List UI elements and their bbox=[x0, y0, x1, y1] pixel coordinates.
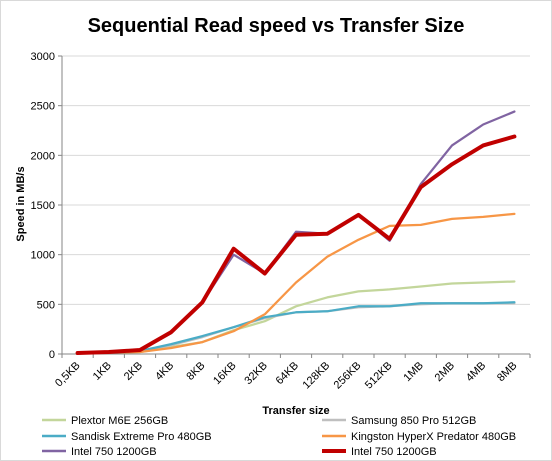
series-lines bbox=[75, 110, 517, 355]
y-tick-label: 1500 bbox=[31, 200, 55, 212]
x-tick-label: 1MB bbox=[401, 360, 425, 384]
legend: Plextor M6E 256GB Samsung 850 Pro 512GB Sa… bbox=[42, 415, 516, 458]
y-tick-label: 3000 bbox=[31, 51, 55, 63]
x-tick-labels: 0,5KB 1KB 2KB 4KB 8KB 16KB 32KB 64KB 128KB 256KB 5… bbox=[53, 354, 531, 392]
x-tick-label: 1KB bbox=[91, 360, 114, 383]
legend-label: Plextor M6E 256GB bbox=[71, 415, 168, 427]
x-tick-label: 8MB bbox=[495, 360, 519, 384]
series-line-2 bbox=[76, 302, 516, 355]
y-tick-label: 2500 bbox=[31, 101, 55, 113]
x-axis-title: Transfer size bbox=[262, 405, 329, 417]
x-tick-label: 16KB bbox=[211, 360, 239, 388]
y-axis-title: Speed in MB/s bbox=[15, 166, 27, 241]
series-line-5 bbox=[76, 110, 516, 355]
x-tick-label: 2MB bbox=[433, 360, 457, 384]
y-tick-label: 0 bbox=[49, 349, 55, 361]
y-tick-label: 500 bbox=[37, 299, 55, 311]
x-tick-label: 256KB bbox=[332, 360, 364, 392]
x-tick-label: 512KB bbox=[363, 360, 395, 392]
x-tick-label: 32KB bbox=[242, 360, 270, 388]
x-tick-label: 8KB bbox=[184, 360, 207, 383]
series-line-1 bbox=[76, 280, 516, 355]
series-line-3 bbox=[76, 301, 516, 355]
x-tick-label: 4KB bbox=[153, 360, 176, 383]
legend-label: Samsung 850 Pro 512GB bbox=[351, 415, 476, 427]
chart-title: Sequential Read speed vs Transfer Size bbox=[88, 15, 465, 37]
legend-label: Kingston HyperX Predator 480GB bbox=[351, 431, 516, 443]
y-tick-labels: 0 500 1000 1500 2000 2500 3000 bbox=[31, 51, 62, 361]
series-line-6 bbox=[75, 134, 517, 355]
y-tick-label: 2000 bbox=[31, 150, 55, 162]
gridlines bbox=[62, 55, 530, 305]
x-tick-label: 128KB bbox=[300, 360, 332, 392]
legend-label: Intel 750 1200GB bbox=[71, 446, 157, 458]
legend-label: Sandisk Extreme Pro 480GB bbox=[71, 431, 212, 443]
x-tick-label: 4MB bbox=[464, 360, 488, 384]
x-tick-label: 64KB bbox=[274, 360, 302, 388]
x-tick-label: 0,5KB bbox=[53, 360, 83, 390]
x-tick-label: 2KB bbox=[122, 360, 145, 383]
y-tick-label: 1000 bbox=[31, 250, 55, 262]
series-line-4 bbox=[76, 212, 516, 355]
legend-label: Intel 750 1200GB bbox=[351, 446, 437, 458]
